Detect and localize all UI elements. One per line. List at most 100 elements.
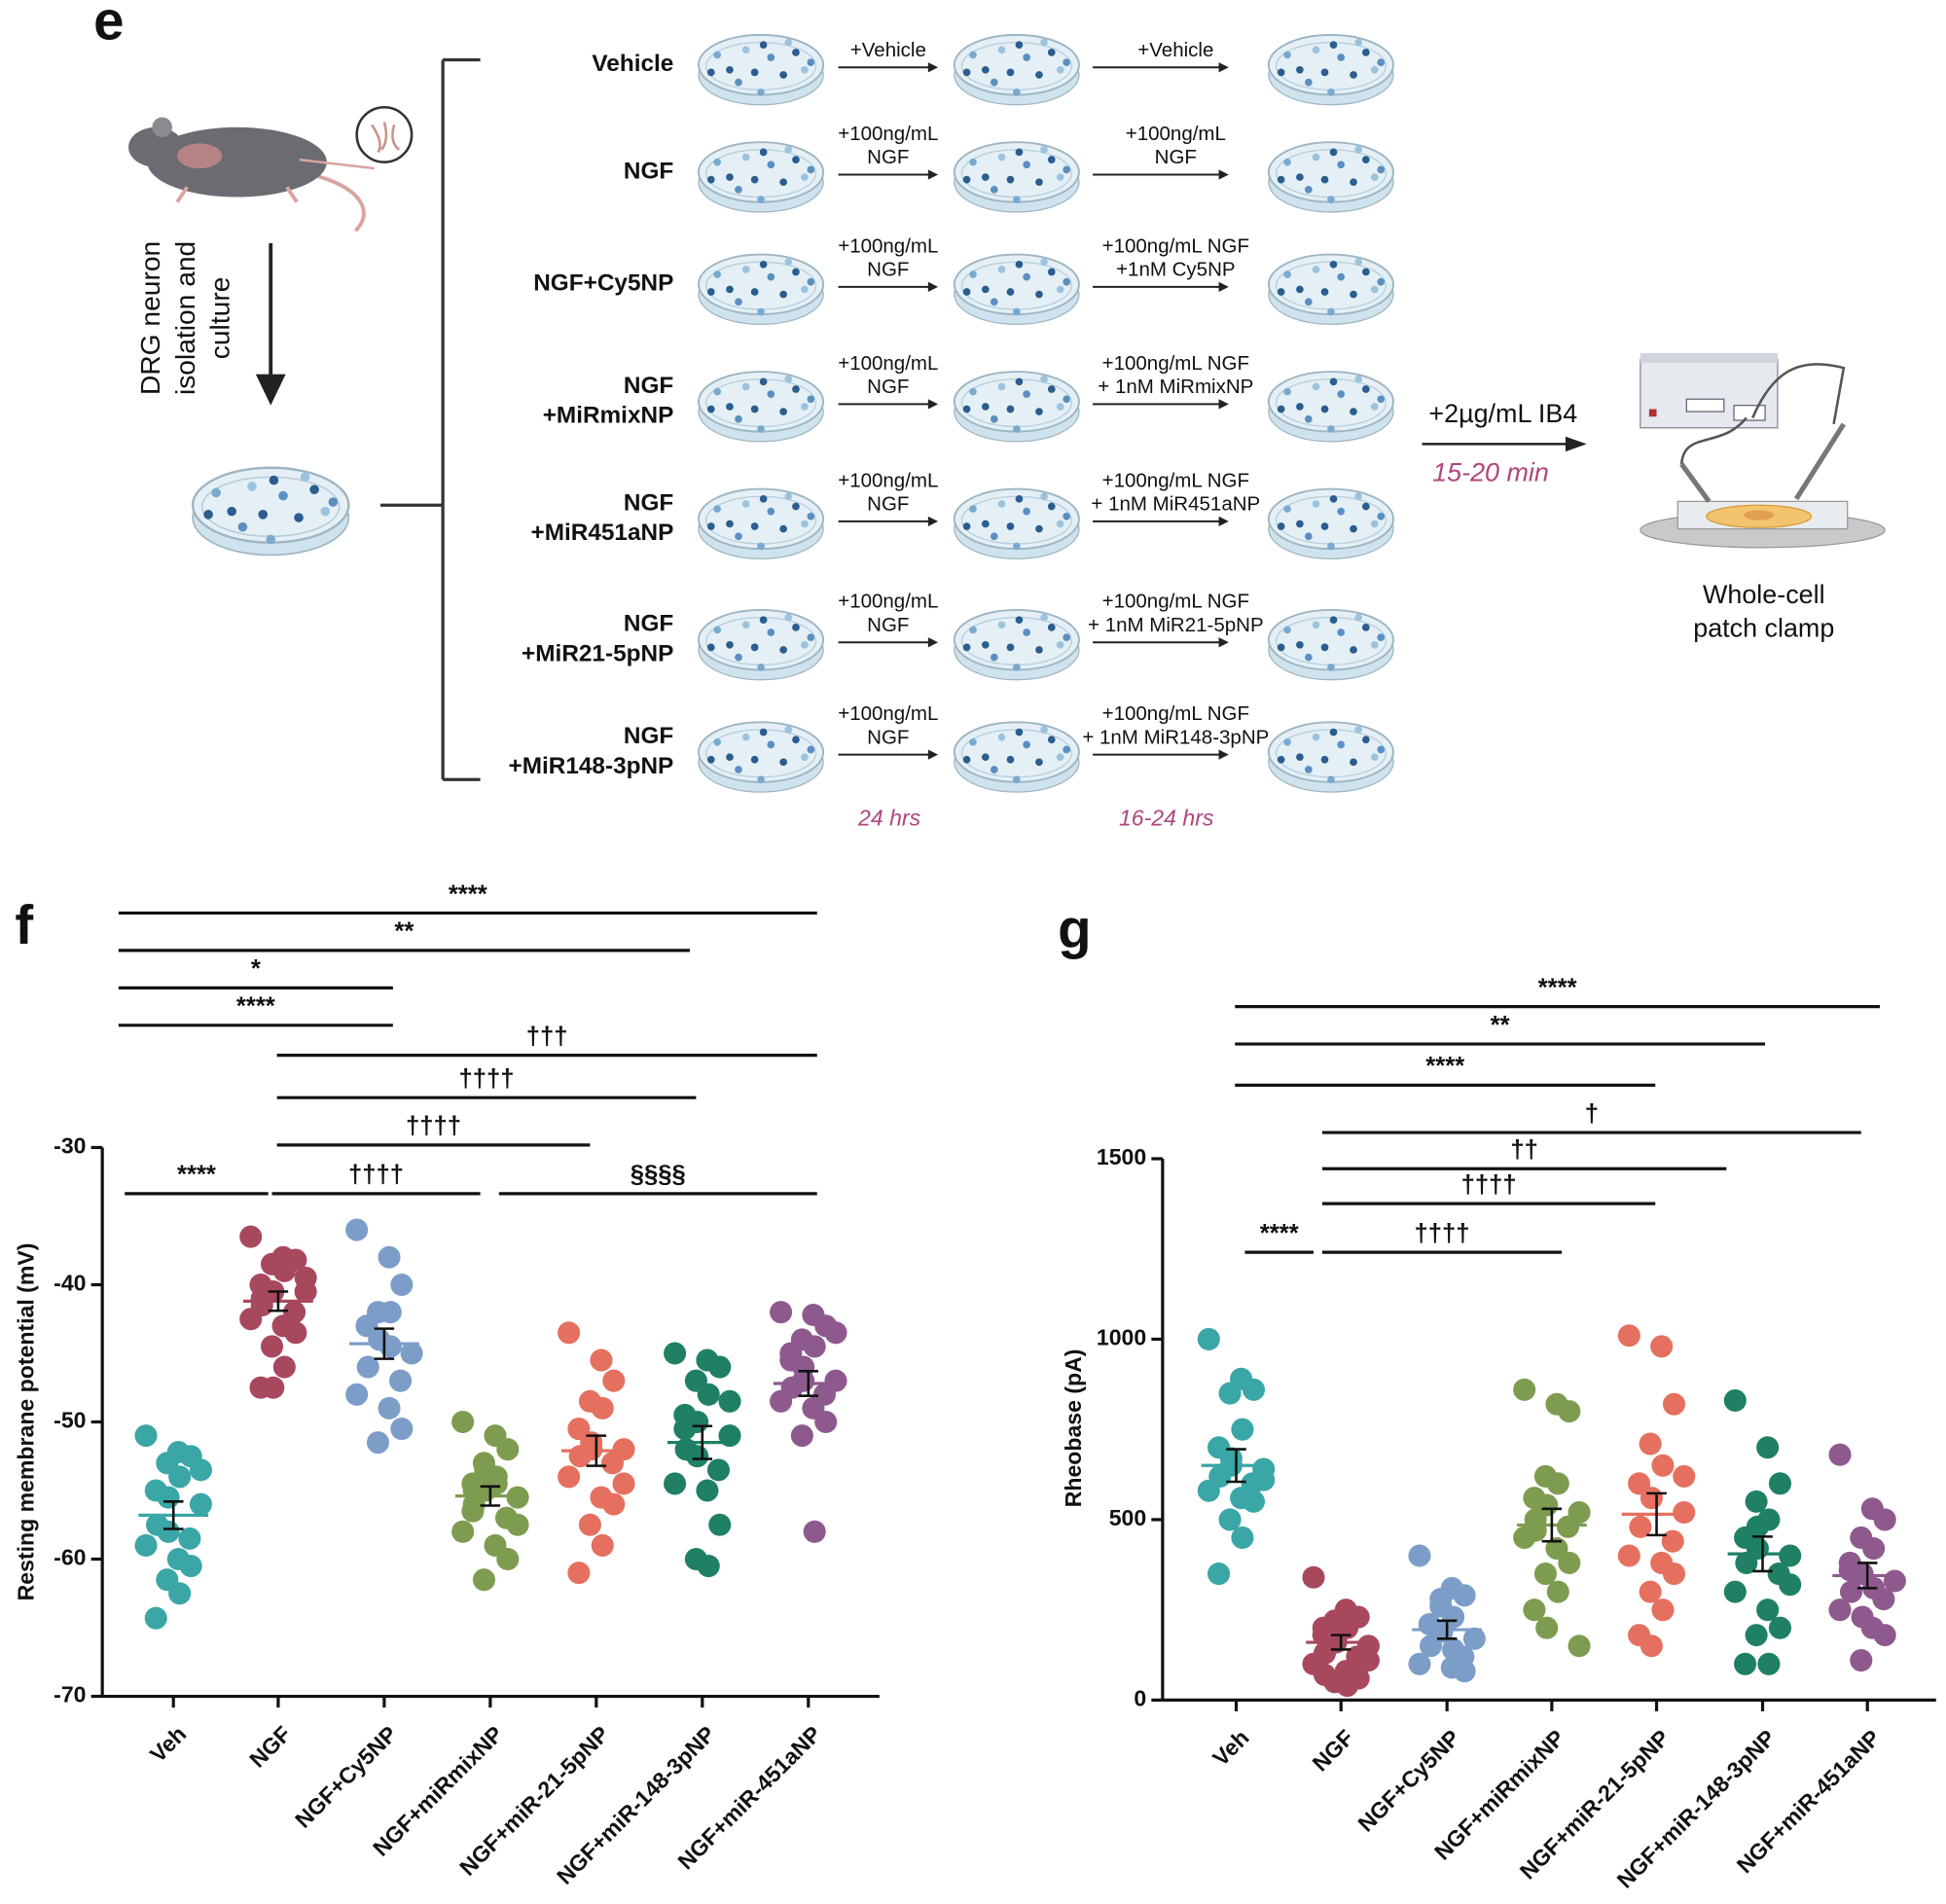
cell (1320, 522, 1329, 530)
data-point (612, 1472, 635, 1495)
data-point (1779, 1544, 1802, 1567)
data-point (814, 1410, 838, 1434)
cell (779, 178, 787, 187)
data-point (378, 1301, 402, 1324)
cell (735, 766, 742, 773)
cell (1023, 507, 1030, 516)
data-point (451, 1520, 475, 1543)
cell (1350, 178, 1357, 187)
cell (1354, 145, 1362, 154)
cell (757, 542, 765, 551)
cell (258, 510, 269, 520)
significance-label: **** (1260, 1220, 1299, 1247)
cell (1329, 148, 1338, 157)
cell (990, 414, 998, 423)
cell (1370, 640, 1379, 649)
cell (1312, 500, 1320, 508)
cell (726, 753, 734, 762)
cell (1327, 425, 1335, 433)
cell (1013, 542, 1021, 551)
significance-label: **** (449, 880, 487, 908)
cell (1361, 502, 1370, 511)
data-point (1218, 1382, 1242, 1405)
data-point (294, 1266, 317, 1289)
step-label: +Vehicle (850, 39, 926, 61)
data-point (1629, 1515, 1652, 1538)
arrow-head (927, 516, 939, 527)
data-point (1757, 1652, 1781, 1675)
y-tick-label: 0 (1134, 1685, 1146, 1710)
cell (969, 270, 977, 278)
cell (779, 290, 787, 299)
panel-label: f (15, 894, 33, 955)
data-point (1408, 1652, 1431, 1675)
step-label: +100ng/mL NGF (1102, 591, 1249, 613)
step-label: NGF (1155, 146, 1197, 168)
cell (1040, 492, 1048, 501)
time-label: 16-24 hrs (1119, 805, 1214, 830)
cell (1305, 78, 1313, 87)
data-point (1556, 1515, 1580, 1538)
cell (1370, 520, 1379, 528)
cell (1063, 277, 1070, 286)
data-point (1558, 1551, 1581, 1574)
cell (779, 758, 787, 767)
cell (759, 616, 768, 625)
data-point (824, 1321, 847, 1345)
arrow-head (1565, 436, 1587, 452)
cell (962, 643, 971, 652)
group-label: NGF (624, 723, 673, 749)
cell (801, 753, 809, 762)
significance-label: †††† (1415, 1220, 1470, 1247)
cell (981, 173, 990, 181)
endpoint-label: patch clamp (1693, 614, 1834, 643)
data-point (250, 1294, 273, 1317)
cell (741, 733, 750, 741)
cell (735, 653, 742, 662)
data-point (697, 1383, 720, 1406)
data-point (792, 1369, 815, 1392)
cell (801, 640, 809, 649)
x-tick-label: Veh (145, 1721, 191, 1767)
cell (1013, 89, 1021, 96)
data-point (790, 1424, 813, 1448)
panel-label: g (1058, 898, 1091, 959)
cell (750, 643, 759, 652)
cell (784, 492, 793, 501)
cell (767, 507, 775, 516)
petri-dish (1267, 487, 1395, 559)
data-point (239, 1225, 263, 1248)
sem-bar (798, 1370, 819, 1397)
data-point (366, 1431, 390, 1455)
cell (1035, 290, 1043, 299)
cell (1370, 753, 1379, 762)
step-label: +100ng/mL NGF (1102, 469, 1249, 491)
data-point (1779, 1573, 1802, 1597)
cell (1023, 390, 1030, 398)
cell (990, 766, 998, 773)
data-point (1429, 1587, 1453, 1611)
sem-bar (480, 1485, 501, 1507)
cell (969, 626, 977, 634)
cell (713, 158, 722, 166)
cell (706, 68, 715, 77)
y-tick-label: -30 (54, 1133, 86, 1159)
data-point (134, 1424, 158, 1448)
cell (1015, 377, 1024, 386)
petri-dish (1267, 721, 1395, 793)
cell (1015, 728, 1024, 736)
cell (1377, 165, 1386, 174)
cell (759, 728, 768, 736)
data-point (474, 1458, 497, 1482)
cell (1354, 726, 1362, 734)
petri-dish (1267, 33, 1395, 106)
y-tick-label: 1500 (1097, 1144, 1146, 1169)
arrow-head (1218, 281, 1229, 292)
cell (1312, 382, 1320, 391)
data-point (506, 1513, 529, 1536)
x-tick-label: NGF (1307, 1725, 1358, 1777)
cell (1015, 260, 1024, 269)
group-label: +MiR148-3pNP (509, 753, 674, 779)
cell (759, 148, 768, 157)
step-label: +100ng/mL (838, 702, 938, 725)
